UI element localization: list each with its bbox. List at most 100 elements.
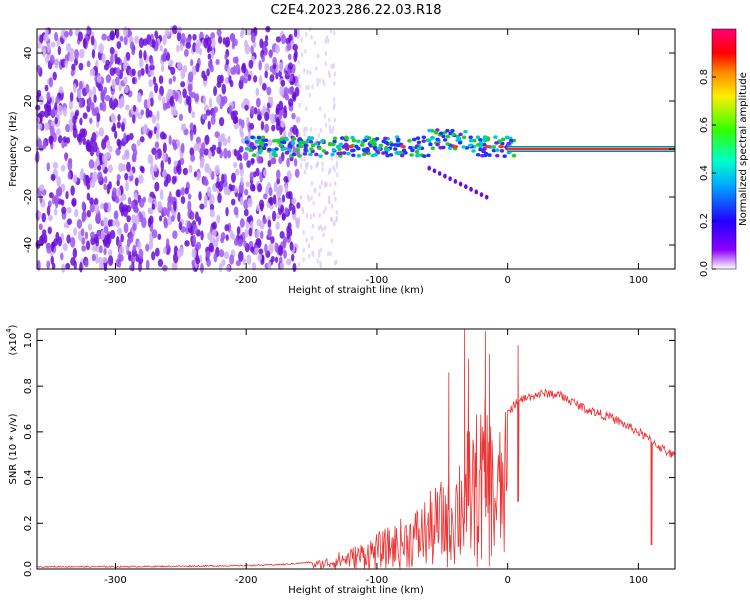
noise-dot <box>278 245 284 257</box>
noise-dot <box>234 56 239 65</box>
noise-dot <box>151 229 158 239</box>
signal-dot <box>430 135 435 140</box>
signal-dot <box>344 147 350 151</box>
noise-dot <box>125 51 131 61</box>
noise-dot <box>224 36 231 48</box>
signal-dot <box>295 148 300 152</box>
noise-dot <box>314 187 317 193</box>
noise-dot <box>300 37 303 43</box>
noise-dot <box>73 227 78 236</box>
noise-dot <box>109 229 116 239</box>
noise-dot <box>287 131 293 138</box>
noise-dot <box>278 256 283 265</box>
noise-dot <box>335 163 338 169</box>
noise-dot <box>103 63 109 71</box>
noise-dot <box>140 67 145 76</box>
noise-dot <box>60 164 66 172</box>
noise-dot <box>131 49 136 56</box>
noise-dot <box>115 28 120 39</box>
noise-dot <box>305 213 309 219</box>
noise-dot <box>224 77 230 84</box>
signal-dot <box>381 151 386 155</box>
noise-dot <box>257 253 262 262</box>
signal-dot <box>351 153 356 158</box>
noise-dot <box>304 48 307 54</box>
noise-dot <box>185 42 192 49</box>
noise-dot <box>280 204 285 213</box>
noise-dot <box>87 223 93 231</box>
noise-dot <box>287 191 293 200</box>
noise-dot <box>304 31 308 37</box>
noise-dot <box>233 122 239 130</box>
noise-dot <box>147 98 151 109</box>
noise-dot <box>216 28 222 37</box>
noise-dot <box>65 124 71 133</box>
signal-dot <box>432 168 437 174</box>
snr-plot-area <box>37 329 675 569</box>
noise-dot <box>329 28 333 34</box>
noise-dot <box>82 38 87 49</box>
noise-dot <box>238 118 242 127</box>
noise-dot <box>291 197 297 205</box>
signal-dot <box>395 138 401 142</box>
colorbar: 0.0 0.2 0.4 0.6 0.8 Normalized spectral ampl… <box>699 28 749 277</box>
signal-dot <box>308 152 313 157</box>
signal-dot <box>281 140 287 145</box>
noise-dot <box>203 148 209 156</box>
noise-dot <box>249 122 255 130</box>
noise-dot <box>57 105 63 116</box>
noise-dot <box>303 68 306 74</box>
y-tick-label: 40 <box>23 47 34 60</box>
noise-dot <box>137 92 142 103</box>
noise-dot <box>333 80 336 86</box>
noise-dot <box>246 28 253 36</box>
noise-dot <box>272 210 277 222</box>
noise-dot <box>328 195 331 201</box>
noise-dot <box>317 249 321 255</box>
noise-dot <box>138 248 144 259</box>
noise-dot <box>301 208 305 214</box>
noise-dot <box>288 87 294 95</box>
noise-dot <box>38 223 43 231</box>
noise-dot <box>195 241 201 250</box>
noise-dot <box>310 164 313 170</box>
noise-dot <box>244 104 249 111</box>
noise-dot <box>132 244 137 252</box>
noise-dot <box>280 120 286 128</box>
noise-dot <box>168 77 173 85</box>
noise-dot <box>213 85 218 97</box>
noise-dot <box>335 154 338 160</box>
signal-dot <box>290 141 296 146</box>
noise-dot <box>280 79 286 87</box>
noise-dot <box>194 93 200 103</box>
noise-dot <box>310 195 313 201</box>
noise-dot <box>298 103 301 109</box>
noise-dot <box>78 62 84 71</box>
noise-dot <box>137 240 142 250</box>
noise-dot <box>42 139 47 150</box>
noise-dot <box>264 243 268 254</box>
noise-dot <box>223 251 230 260</box>
noise-dot <box>39 34 44 44</box>
noise-dot <box>207 150 213 160</box>
noise-dot <box>211 144 217 151</box>
figure-title: C2E4.2023.286.22.03.R18 <box>270 3 441 18</box>
noise-dot <box>284 207 289 216</box>
noise-dot <box>160 64 165 73</box>
signal-dot <box>427 128 432 133</box>
noise-dot <box>135 214 140 225</box>
noise-dot <box>317 132 320 138</box>
noise-dot <box>101 163 105 171</box>
noise-dot <box>192 33 197 41</box>
noise-dot <box>305 237 308 243</box>
noise-dot <box>165 102 171 109</box>
noise-dot <box>44 84 49 92</box>
noise-dot <box>277 186 282 197</box>
signal-dot <box>332 136 338 141</box>
noise-dot <box>137 264 143 272</box>
signal-dot <box>467 143 473 148</box>
noise-dot <box>193 171 198 178</box>
noise-dot <box>80 167 84 177</box>
signal-dot <box>309 147 314 151</box>
signal-dot <box>376 146 381 151</box>
